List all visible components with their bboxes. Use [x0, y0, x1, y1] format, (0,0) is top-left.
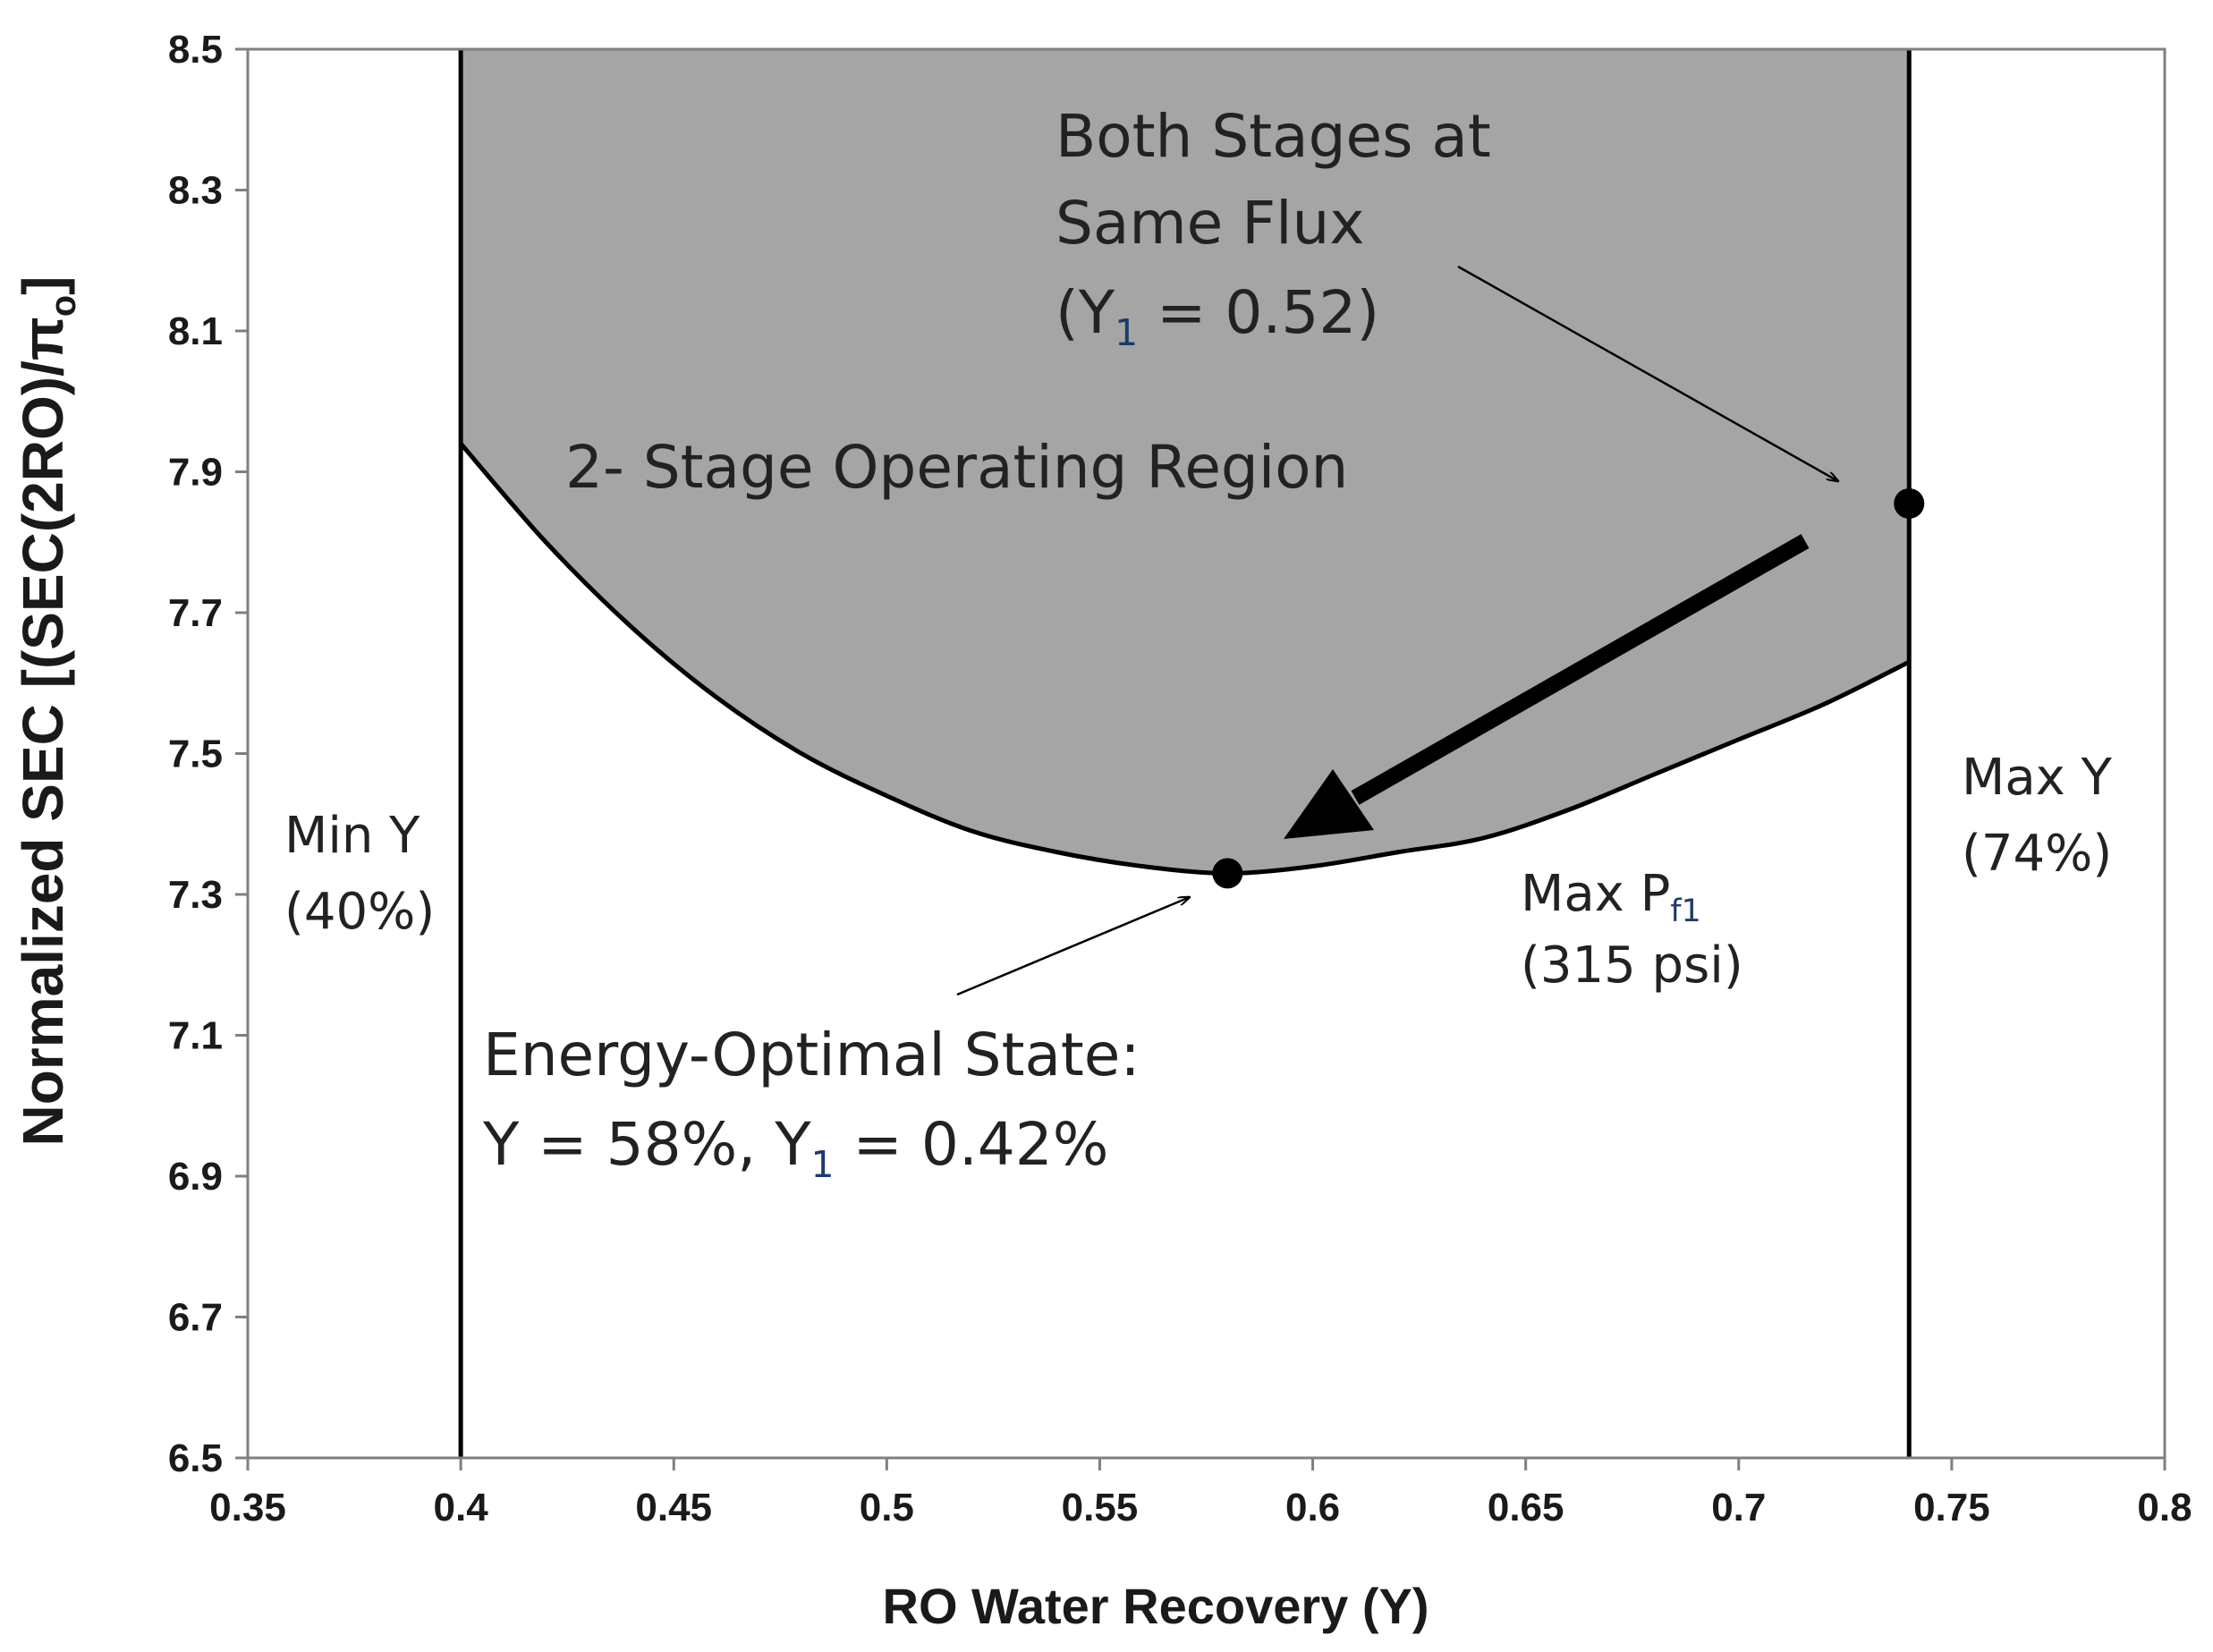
max-pf1-line2: (315 psi) [1521, 936, 1743, 995]
x-axis-ticks: 0.35 0.4 0.45 0.5 0.55 0.6 0.65 0.7 0.75 0.8 [209, 1458, 2192, 1529]
x-axis-title: RO Water Recovery (Y) [883, 1578, 1429, 1634]
optimal-line2: Y = 58%, Y1 = 0.42% [482, 1110, 1109, 1186]
same-flux-pointer-arrow [1457, 265, 1838, 481]
same-flux-annotation: Both Stages at Same Flux (Y1 = 0.52) [1056, 102, 1491, 354]
optimal-pointer-arrow [956, 897, 1190, 996]
y-axis-title: Normalized SEC [(SEC(2RO)/πo] [11, 276, 83, 1147]
operating-region-fill [461, 49, 1910, 874]
direction-arrow [1284, 534, 1810, 839]
x-tick-label: 0.4 [434, 1486, 489, 1529]
y-tick-label: 7.3 [168, 873, 223, 917]
min-y-label-line2: (40%) [284, 883, 435, 941]
y-axis-ticks: 6.5 6.7 6.9 7.1 7.3 7.5 7.7 7.9 8.1 8.3 8.5 [168, 28, 248, 1480]
y-tick-label: 8.1 [168, 309, 223, 353]
x-tick-label: 0.35 [209, 1486, 286, 1529]
optimal-annotation: Energy-Optimal State: Y = 58%, Y1 = 0.42… [482, 1021, 1140, 1186]
x-tick-label: 0.7 [1711, 1486, 1766, 1529]
x-tick-label: 0.75 [1913, 1486, 1990, 1529]
y-tick-label: 7.7 [168, 591, 223, 635]
same-flux-point [1894, 487, 1925, 519]
same-flux-line3: (Y1 = 0.52) [1056, 278, 1379, 354]
y-tick-label: 6.7 [168, 1296, 223, 1340]
max-y-label-line2: (74%) [1962, 825, 2112, 883]
x-tick-label: 0.65 [1488, 1486, 1564, 1529]
same-flux-line1: Both Stages at [1056, 102, 1491, 171]
x-tick-label: 0.5 [860, 1486, 914, 1529]
y-tick-label: 6.5 [168, 1436, 223, 1480]
x-tick-label: 0.55 [1062, 1486, 1139, 1529]
max-y-annotation: Max Y (74%) [1962, 749, 2113, 883]
x-tick-label: 0.6 [1285, 1486, 1340, 1529]
min-y-label-line1: Min Y [284, 807, 420, 865]
y-tick-label: 8.5 [168, 28, 223, 72]
max-y-label-line1: Max Y [1962, 749, 2113, 807]
x-tick-label: 0.8 [2137, 1486, 2192, 1529]
boundary-curve [459, 442, 1911, 876]
same-flux-line2: Same Flux [1056, 189, 1364, 258]
region-label: 2- Stage Operating Region [565, 433, 1348, 502]
optimal-line1: Energy-Optimal State: [483, 1021, 1140, 1089]
max-pf1-annotation: Max Pf1 (315 psi) [1521, 865, 1743, 995]
x-tick-label: 0.45 [635, 1486, 712, 1529]
max-pf1-line1: Max Pf1 [1521, 865, 1701, 929]
y-tick-label: 7.9 [168, 451, 223, 495]
y-tick-label: 7.1 [168, 1014, 223, 1058]
y-tick-label: 8.3 [168, 169, 223, 213]
energy-optimal-point [1212, 858, 1243, 889]
y-tick-label: 7.5 [168, 733, 223, 776]
min-y-annotation: Min Y (40%) [284, 807, 435, 941]
y-tick-label: 6.9 [168, 1155, 223, 1199]
